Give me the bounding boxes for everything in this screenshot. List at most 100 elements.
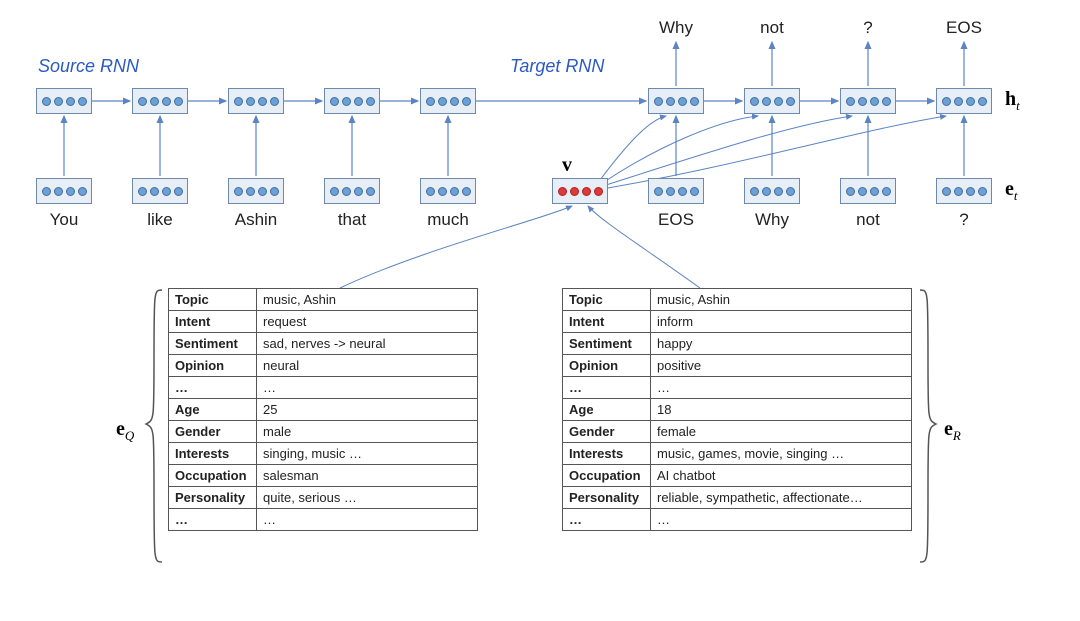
table-row: OccupationAI chatbot (563, 465, 912, 487)
table-r: Topicmusic, AshinIntentinformSentimentha… (562, 288, 912, 531)
e-cell-tgt-1 (744, 178, 800, 204)
e-cell-src-1 (132, 178, 188, 204)
out-token-2: ? (863, 18, 872, 38)
table-value: request (257, 311, 478, 333)
target-rnn-label: Target RNN (510, 56, 604, 77)
src-token-0: You (50, 210, 79, 230)
src-token-3: that (338, 210, 366, 230)
e-cell-tgt-0 (648, 178, 704, 204)
table-key: … (169, 509, 257, 531)
h-cell-src-1 (132, 88, 188, 114)
table-value: 25 (257, 399, 478, 421)
table-row: Sentimentsad, nerves -> neural (169, 333, 478, 355)
h-t-label: ht (1005, 88, 1020, 114)
v-label: v (562, 154, 572, 177)
table-key: Occupation (169, 465, 257, 487)
table-row: Personalityreliable, sympathetic, affect… (563, 487, 912, 509)
h-cell-src-3 (324, 88, 380, 114)
table-value: 18 (651, 399, 912, 421)
table-value: neural (257, 355, 478, 377)
out-token-1: not (760, 18, 784, 38)
v-cell (552, 178, 608, 204)
table-value: quite, serious … (257, 487, 478, 509)
table-value: female (651, 421, 912, 443)
table-row: Occupationsalesman (169, 465, 478, 487)
table-row: Interestsmusic, games, movie, singing … (563, 443, 912, 465)
table-value: sad, nerves -> neural (257, 333, 478, 355)
h-cell-tgt-1 (744, 88, 800, 114)
table-value: … (651, 509, 912, 531)
table-key: Sentiment (563, 333, 651, 355)
table-key: Opinion (169, 355, 257, 377)
table-value: AI chatbot (651, 465, 912, 487)
table-key: Gender (563, 421, 651, 443)
table-row: Sentimenthappy (563, 333, 912, 355)
src-token-2: Ashin (235, 210, 278, 230)
table-value: music, Ashin (651, 289, 912, 311)
tgt-token-0: EOS (658, 210, 694, 230)
table-row: Opinionpositive (563, 355, 912, 377)
e-cell-src-4 (420, 178, 476, 204)
table-row: …… (563, 377, 912, 399)
table-key: Topic (169, 289, 257, 311)
out-token-3: EOS (946, 18, 982, 38)
table-key: Age (563, 399, 651, 421)
src-token-1: like (147, 210, 173, 230)
table-key: Personality (169, 487, 257, 509)
src-token-4: much (427, 210, 469, 230)
h-cell-src-4 (420, 88, 476, 114)
e-cell-tgt-3 (936, 178, 992, 204)
e-q-label: eQ (116, 418, 134, 444)
table-value: music, games, movie, singing … (651, 443, 912, 465)
table-key: Gender (169, 421, 257, 443)
table-q: Topicmusic, AshinIntentrequestSentiments… (168, 288, 478, 531)
tgt-token-1: Why (755, 210, 789, 230)
e-cell-src-3 (324, 178, 380, 204)
table-row: …… (563, 509, 912, 531)
table-key: Personality (563, 487, 651, 509)
h-cell-src-2 (228, 88, 284, 114)
table-key: Interests (169, 443, 257, 465)
table-row: …… (169, 377, 478, 399)
table-key: Occupation (563, 465, 651, 487)
table-value: … (257, 509, 478, 531)
table-key: Opinion (563, 355, 651, 377)
h-cell-tgt-0 (648, 88, 704, 114)
table-row: Personalityquite, serious … (169, 487, 478, 509)
table-key: Intent (169, 311, 257, 333)
table-value: salesman (257, 465, 478, 487)
e-cell-tgt-2 (840, 178, 896, 204)
tgt-token-2: not (856, 210, 880, 230)
table-row: Intentrequest (169, 311, 478, 333)
table-key: Topic (563, 289, 651, 311)
tgt-token-3: ? (959, 210, 968, 230)
h-cell-tgt-3 (936, 88, 992, 114)
table-row: …… (169, 509, 478, 531)
table-row: Topicmusic, Ashin (563, 289, 912, 311)
out-token-0: Why (659, 18, 693, 38)
table-row: Gendermale (169, 421, 478, 443)
table-row: Genderfemale (563, 421, 912, 443)
table-value: inform (651, 311, 912, 333)
e-cell-src-0 (36, 178, 92, 204)
h-cell-tgt-2 (840, 88, 896, 114)
table-value: male (257, 421, 478, 443)
table-row: Opinionneural (169, 355, 478, 377)
table-value: happy (651, 333, 912, 355)
table-value: positive (651, 355, 912, 377)
h-cell-src-0 (36, 88, 92, 114)
table-key: Sentiment (169, 333, 257, 355)
table-row: Age18 (563, 399, 912, 421)
table-key: Age (169, 399, 257, 421)
e-r-label: eR (944, 418, 961, 444)
table-row: Interestssinging, music … (169, 443, 478, 465)
table-value: … (651, 377, 912, 399)
table-value: … (257, 377, 478, 399)
e-t-label: et (1005, 178, 1018, 204)
table-key: … (563, 509, 651, 531)
table-row: Age25 (169, 399, 478, 421)
table-key: … (169, 377, 257, 399)
table-key: Interests (563, 443, 651, 465)
table-value: reliable, sympathetic, affectionate… (651, 487, 912, 509)
table-value: singing, music … (257, 443, 478, 465)
